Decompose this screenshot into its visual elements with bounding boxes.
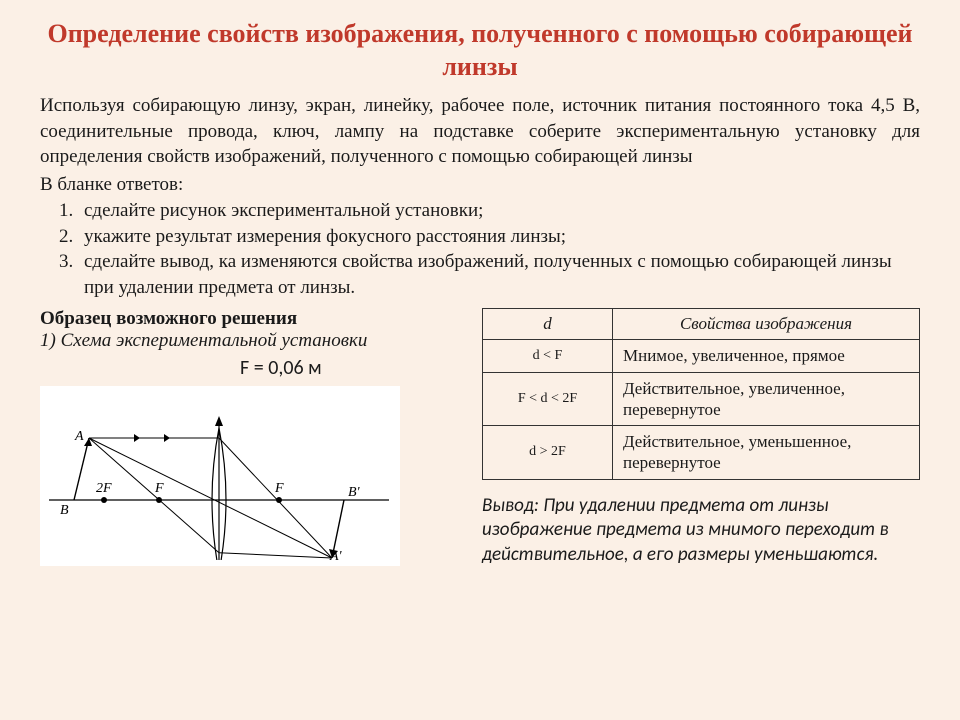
page-title: Определение свойств изображения, получен…: [40, 18, 920, 83]
svg-text:A: A: [74, 429, 84, 444]
table-header-props: Свойства изображения: [613, 309, 920, 340]
svg-text:2F: 2F: [96, 481, 112, 496]
table-row: F < d < 2F Действительное, увеличенное, …: [483, 372, 920, 426]
task-list: сделайте рисунок экспериментальной устан…: [40, 198, 920, 301]
intro-paragraph: Используя собирающую линзу, экран, линей…: [40, 93, 920, 170]
list-item: укажите результат измерения фокусного ра…: [78, 224, 920, 250]
sample-subtitle: 1) Схема экспериментальной установки: [40, 330, 460, 352]
svg-text:B: B: [60, 503, 69, 518]
lens-diagram-svg: FF2FABA'B': [44, 390, 394, 560]
table-row: d < F Мнимое, увеличенное, прямое: [483, 340, 920, 372]
list-item: сделайте рисунок экспериментальной устан…: [78, 198, 920, 224]
svg-text:F: F: [274, 481, 284, 496]
sample-title: Образец возможного решения: [40, 308, 460, 330]
cell-property: Действительное, уменьшенное, перевернуто…: [613, 426, 920, 480]
answers-label: В бланке ответов:: [40, 174, 920, 196]
focal-length-value: F = 0,06 м: [240, 356, 460, 380]
svg-text:F: F: [154, 481, 164, 496]
cell-property: Мнимое, увеличенное, прямое: [613, 340, 920, 372]
table-row: d > 2F Действительное, уменьшенное, пере…: [483, 426, 920, 480]
cell-condition: d > 2F: [483, 426, 613, 480]
cell-condition: d < F: [483, 340, 613, 372]
svg-text:B': B': [348, 485, 361, 500]
conclusion-text: Вывод: При удалении предмета от линзы из…: [482, 494, 920, 568]
lens-diagram: FF2FABA'B': [40, 386, 400, 566]
cell-condition: F < d < 2F: [483, 372, 613, 426]
list-item: сделайте вывод, ка изменяются свойства и…: [78, 249, 920, 300]
properties-table: d Свойства изображения d < F Мнимое, уве…: [482, 308, 920, 479]
table-header-d: d: [483, 309, 613, 340]
cell-property: Действительное, увеличенное, перевернуто…: [613, 372, 920, 426]
